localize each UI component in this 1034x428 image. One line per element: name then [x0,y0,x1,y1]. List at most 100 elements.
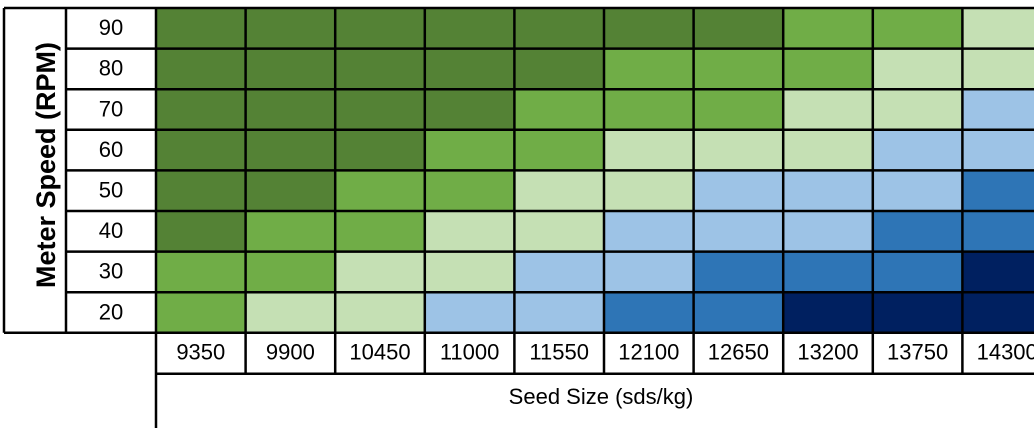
heatmap-cell [783,292,873,333]
x-tick-label: 13750 [887,340,948,365]
heatmap-cell [693,48,784,90]
heatmap-cell [962,8,1034,49]
heatmap-cell [245,292,336,333]
x-tick-labels: 9350 9900 10450 11000 11550 12100 12650 13200 13… [176,340,1034,365]
heatmap-cell [693,89,784,130]
heatmap-cell [156,89,246,130]
y-tick-label: 50 [99,178,123,203]
heatmap-cell [335,292,425,333]
heatmap-cell [514,129,604,171]
heatmap-cell [872,251,963,293]
heatmap-cells [156,8,1034,333]
y-tick-label: 90 [99,15,123,40]
heatmap-cell [872,129,963,171]
heatmap-cell [872,211,963,252]
heatmap-cell [693,251,784,293]
heatmap-cell [514,8,604,49]
table-grid-lines [2,6,1034,428]
y-tick-label: 60 [99,137,123,162]
heatmap-cell [335,89,425,130]
heatmap-cell [424,129,515,171]
heatmap-cell [335,8,425,49]
heatmap-cell [783,170,873,211]
x-tick-label: 14300 [977,340,1034,365]
heatmap-cell [872,8,963,49]
heatmap-cell [156,48,246,90]
heatmap-cell [962,170,1034,211]
y-tick-label: 30 [99,259,123,284]
heatmap-cell [514,89,604,130]
heatmap-cell [783,251,873,293]
heatmap-cell [514,211,604,252]
heatmap-cell [335,129,425,171]
heatmap-cell [783,89,873,130]
heatmap-cell [604,89,694,130]
heatmap-cell [335,170,425,211]
x-tick-label: 9350 [176,340,225,365]
x-tick-label: 12100 [618,340,679,365]
x-tick-label: 9900 [266,340,315,365]
y-tick-label: 80 [99,56,123,81]
heatmap-cell [156,211,246,252]
heatmap-cell [424,211,515,252]
heatmap-cell [693,129,784,171]
heatmap-cell [962,211,1034,252]
heatmap-cell [693,211,784,252]
heatmap-cell [962,292,1034,333]
heatmap-cell [514,170,604,211]
heatmap-cell [245,8,336,49]
heatmap-cell [872,48,963,90]
heatmap-cell [156,251,246,293]
heatmap-cell [156,170,246,211]
heatmap-cell [245,89,336,130]
heatmap-cell [693,292,784,333]
heatmap-cell [783,129,873,171]
heatmap-cell [693,170,784,211]
heatmap-cell [424,89,515,130]
y-tick-label: 40 [99,218,123,243]
heatmap-cell [783,48,873,90]
heatmap-cell [335,48,425,90]
y-tick-labels: 90 80 70 60 50 40 30 20 [99,15,123,324]
heatmap-cell [245,48,336,90]
heatmap-cell [424,170,515,211]
heatmap-cell [514,292,604,333]
x-tick-label: 12650 [708,340,769,365]
heatmap-cell [424,8,515,49]
heatmap-cell [335,251,425,293]
heatmap-cell [872,292,963,333]
heatmap-cell [604,251,694,293]
heatmap-cell [424,292,515,333]
y-tick-label: 70 [99,96,123,121]
heatmap-cell [245,251,336,293]
heatmap-cell [872,170,963,211]
heatmap-cell [962,129,1034,171]
heatmap-cell [693,8,784,49]
x-tick-label: 10450 [349,340,410,365]
heatmap-cell [245,170,336,211]
heatmap-cell [604,48,694,90]
heatmap-cell [604,292,694,333]
heatmap-cell [783,8,873,49]
heatmap-cell [604,129,694,171]
heatmap-cell [962,89,1034,130]
x-tick-label: 11000 [440,340,500,365]
heatmap-cell [156,129,246,171]
heatmap-cell [245,211,336,252]
heatmap-cell [604,211,694,252]
heatmap-cell [872,89,963,130]
x-tick-label: 11550 [529,340,589,365]
heatmap-cell [604,170,694,211]
heatmap-cell [514,251,604,293]
heatmap-cell [783,211,873,252]
y-tick-label: 20 [99,299,123,324]
heatmap-cell [514,48,604,90]
heatmap-cell [962,251,1034,293]
heatmap-cell [424,251,515,293]
heatmap-cell [962,48,1034,90]
heatmap-cell [156,292,246,333]
y-axis-label: Meter Speed (RPM) [31,42,61,288]
x-axis-label: Seed Size (sds/kg) [509,384,694,409]
heatmap-cell [156,8,246,49]
